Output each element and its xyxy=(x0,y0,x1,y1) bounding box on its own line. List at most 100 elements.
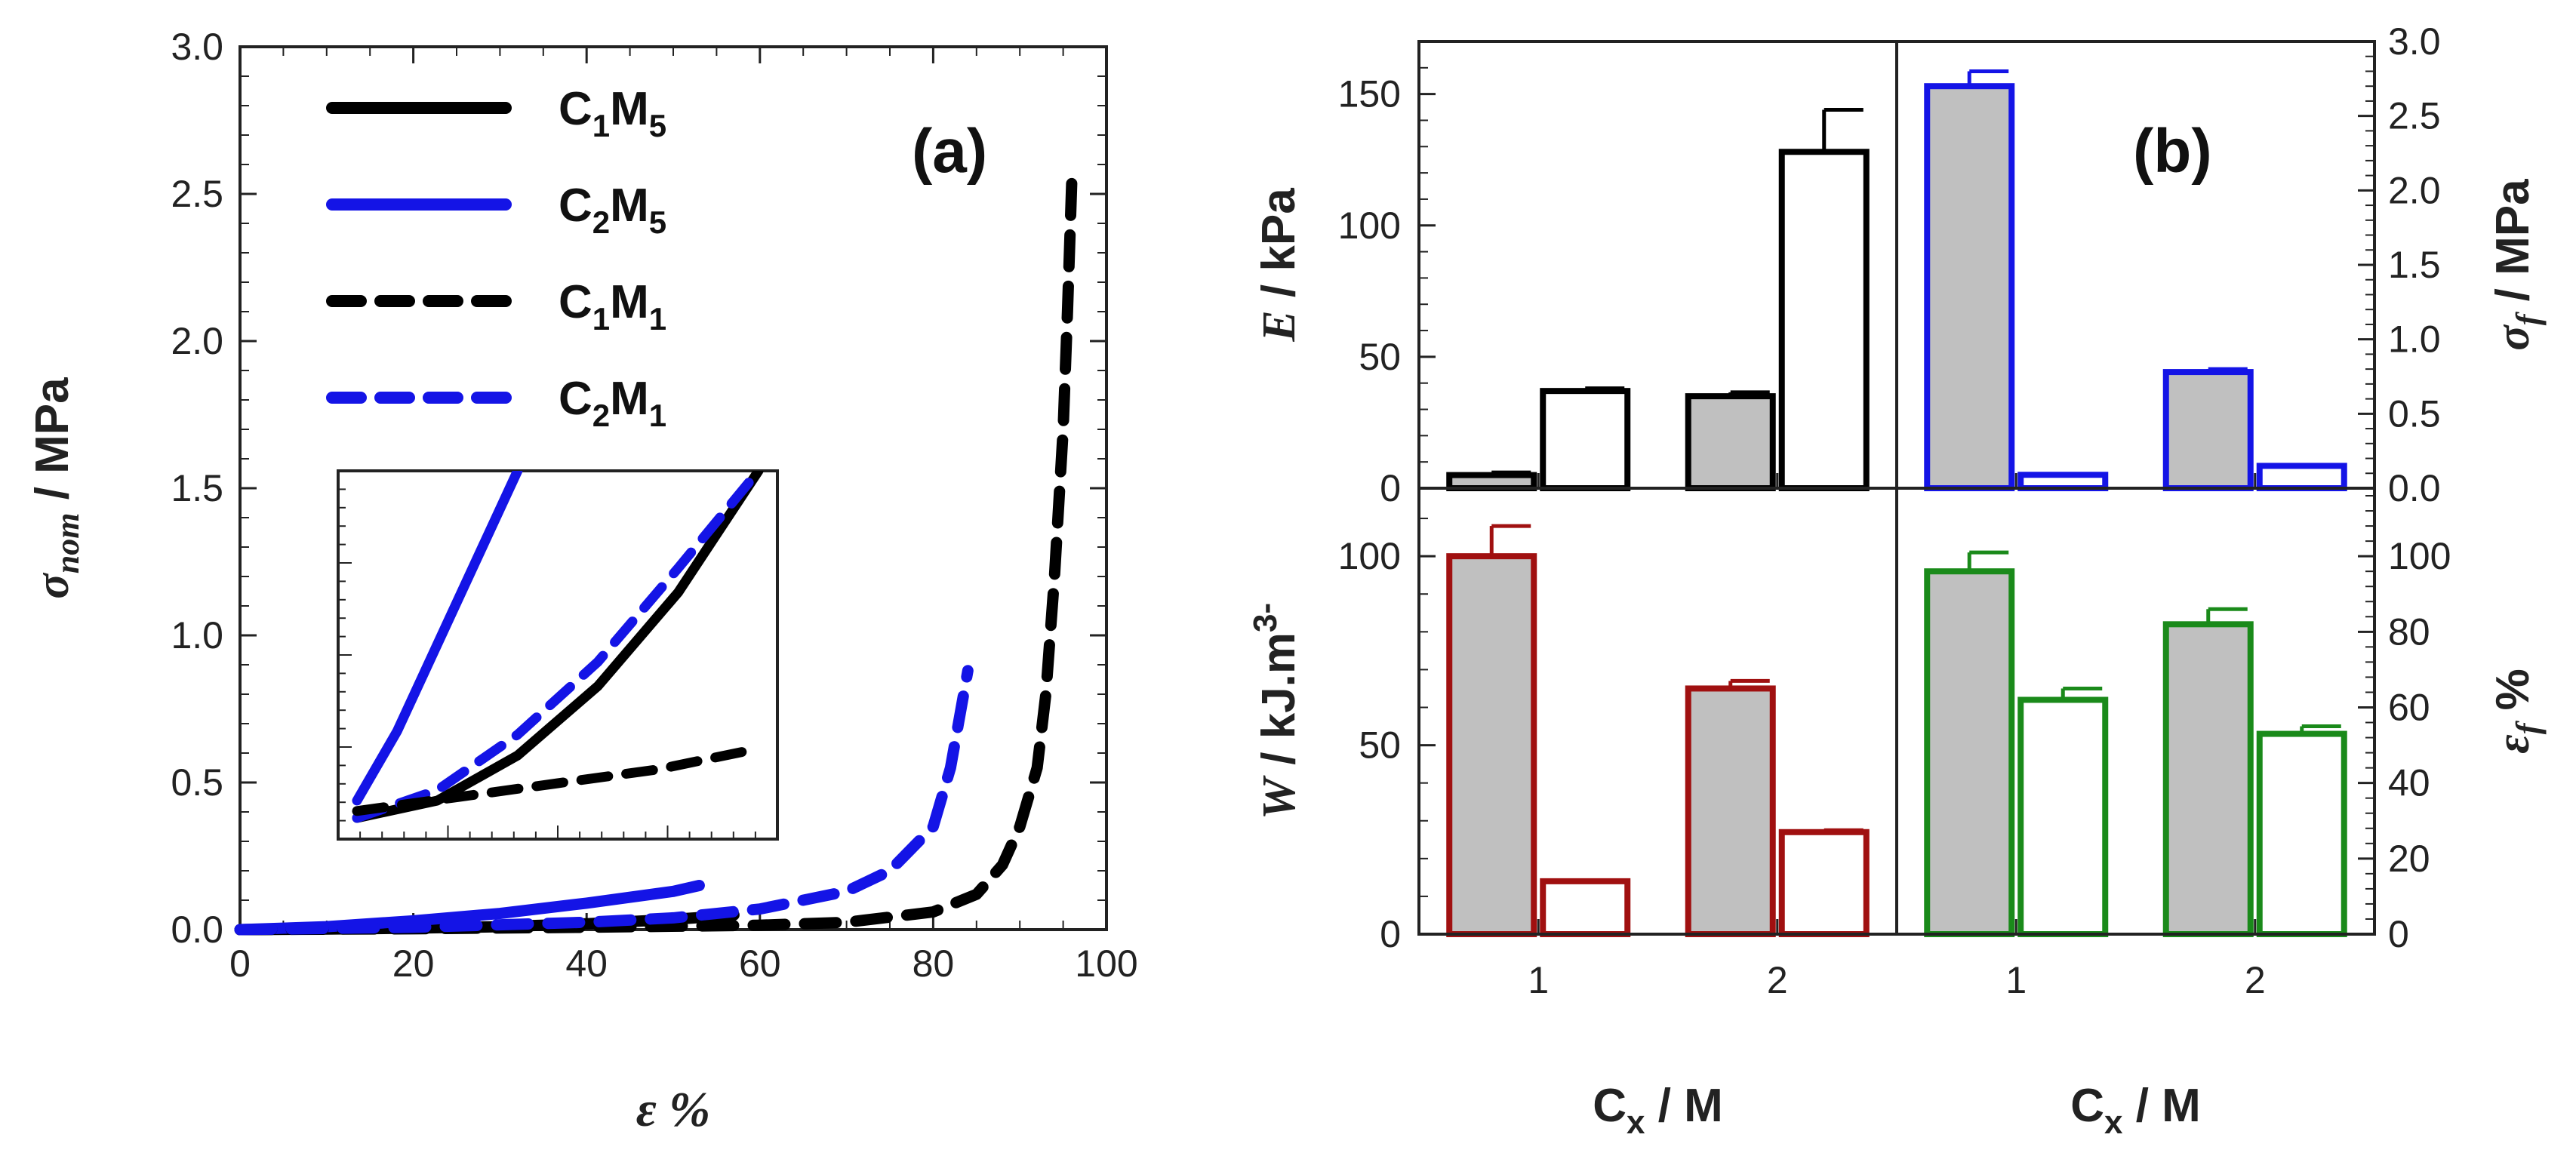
y-tick-label: 0.5 xyxy=(171,761,223,804)
y-tick-label: 2.0 xyxy=(171,320,223,362)
bar-open-2 xyxy=(2256,463,2347,492)
y-axis-label-sub: f xyxy=(2510,720,2547,734)
x-tick-label: 1 xyxy=(2005,959,2027,1001)
x-axis-label-text: ε % xyxy=(636,1082,711,1137)
y-tick-label: 2.5 xyxy=(171,173,223,215)
y-axis-label-unit: / kJ.m xyxy=(1253,632,1305,778)
legend-label-part: C xyxy=(559,276,592,328)
y-tick-label: 0.0 xyxy=(2388,467,2441,509)
x-tick-label: 2 xyxy=(1767,959,1788,1001)
y-axis-label-symbol: σ xyxy=(27,573,78,599)
panel-b1: 0 50 100 150 E / kPa xyxy=(1253,40,1898,509)
x-axis-label-unit: / M xyxy=(2122,1080,2200,1132)
bar-open-1 xyxy=(2017,696,2109,937)
legend-label-sub: 1 xyxy=(592,301,610,337)
x-axis-label-sub: x xyxy=(1627,1104,1645,1141)
y-tick-label: 0.0 xyxy=(171,909,223,951)
legend-label-part: C xyxy=(559,373,592,425)
bar-open-2 xyxy=(1778,149,1870,491)
x-axis-label: Cx / M xyxy=(2070,1080,2201,1141)
legend-label-sub: 1 xyxy=(649,301,666,337)
y-tick-label: 1.5 xyxy=(171,467,223,509)
y-axis-label-symbol: E xyxy=(1254,310,1305,342)
bar-filled-2 xyxy=(1685,393,1776,492)
y-tick-label: 100 xyxy=(1338,535,1401,577)
bar-filled-2 xyxy=(2162,369,2254,491)
y-tick-label: 100 xyxy=(1338,204,1401,247)
y-tick-label: 0 xyxy=(2388,913,2409,955)
series-line-C2M1 xyxy=(234,665,974,936)
x-tick-label: 20 xyxy=(392,942,435,985)
y-tick-label: 0 xyxy=(1380,467,1401,509)
y-tick-label: 3.0 xyxy=(171,26,223,68)
y-tick-label: 20 xyxy=(2388,838,2430,880)
y-tick-label: 0 xyxy=(1380,913,1401,955)
y-tick-label: 100 xyxy=(2388,535,2451,577)
panel-b4-frame xyxy=(1895,487,2376,936)
legend-label-C1M1: C1M1 xyxy=(559,276,666,337)
legend-label-C1M5: C1M5 xyxy=(559,83,666,143)
x-tick-label: 40 xyxy=(565,942,608,985)
y-tick-label: 40 xyxy=(2388,762,2430,804)
inset-line-C1M1 xyxy=(352,743,764,816)
y-tick-label: 50 xyxy=(1359,724,1401,767)
legend-label-sub: 1 xyxy=(649,398,666,433)
x-axis-label-unit: / M xyxy=(1645,1080,1722,1132)
y-axis-label-symbol: ε xyxy=(2488,734,2539,753)
y-tick-label: 2.5 xyxy=(2388,95,2441,137)
x-tick-label: 1 xyxy=(1528,959,1549,1001)
y-tick-label: 2.0 xyxy=(2388,169,2441,211)
y-axis-label-symbol: σ xyxy=(2488,324,2539,351)
y-tick-label: 80 xyxy=(2388,610,2430,653)
legend-label-C2M1: C2M1 xyxy=(559,373,666,433)
y-tick-label: 1.5 xyxy=(2388,244,2441,286)
y-axis-label: σnom / MPa xyxy=(26,377,86,599)
y-axis-label-unit: / kPa xyxy=(1253,188,1305,311)
x-axis-label-symbol: C xyxy=(2070,1080,2104,1132)
bar-open-2 xyxy=(1778,829,1870,938)
bar-open-1 xyxy=(1540,878,1631,937)
x-axis-label-sub: x xyxy=(2104,1104,2123,1141)
y-axis-label-sub: f xyxy=(2510,311,2547,325)
legend-label-part: C xyxy=(559,180,592,232)
y-axis-label-sub: nom xyxy=(49,513,86,574)
panel-b3: 0 50 100 1 2 W / kJ.m3- Cx / M xyxy=(1247,487,1898,1141)
legend-label-part: M xyxy=(610,83,649,135)
legend-label-sub: 5 xyxy=(649,108,666,143)
legend-label-sub: 2 xyxy=(592,204,610,240)
y-tick-label: 1.0 xyxy=(171,614,223,656)
y-axis-label: W / kJ.m3- xyxy=(1247,603,1305,819)
x-tick-label: 60 xyxy=(739,942,781,985)
x-axis-label: ε % xyxy=(636,1082,711,1137)
y-tick-label: 1.0 xyxy=(2388,318,2441,361)
bar-filled-1 xyxy=(1446,472,1537,492)
bar-filled-2 xyxy=(1685,685,1776,937)
inset-line-C2M5 xyxy=(352,471,523,806)
x-axis-label-symbol: C xyxy=(1593,1080,1627,1132)
bar-filled-1 xyxy=(1446,553,1537,937)
y-axis-label: σf / MPa xyxy=(2487,179,2547,351)
bar-filled-1 xyxy=(1924,568,2015,938)
panel-b4: 0 20 40 60 80 100 1 2 εf % Cx / M xyxy=(1895,487,2547,1141)
bar-filled-1 xyxy=(1924,83,2015,491)
legend-label-part: C xyxy=(559,83,592,135)
panel-b2: 0.0 0.5 1.0 1.5 2.0 2.5 3.0 σf / MPa xyxy=(1895,20,2547,509)
y-axis-label-unit: / MPa xyxy=(26,377,78,513)
x-tick-label: 100 xyxy=(1075,942,1137,985)
legend-label-sub: 2 xyxy=(592,398,610,433)
y-tick-label: 0.5 xyxy=(2388,392,2441,435)
x-axis-label: Cx / M xyxy=(1593,1080,1723,1141)
bar-open-1 xyxy=(2017,472,2109,491)
panel-label-b: (b) xyxy=(2133,117,2212,186)
y-tick-label: 50 xyxy=(1359,336,1401,378)
x-tick-label: 80 xyxy=(913,942,955,985)
panel-a: 0 20 40 60 80 100 0.0 0.5 1.0 1.5 2.0 2.5 3.0 ε % σnom… xyxy=(26,26,1138,1137)
y-axis-label: E / kPa xyxy=(1253,188,1305,343)
y-axis-label-symbol: W xyxy=(1254,775,1305,819)
inset xyxy=(337,469,779,841)
legend-label-C2M5: C2M5 xyxy=(559,180,666,240)
legend-label-sub: 1 xyxy=(592,108,610,143)
bar-filled-2 xyxy=(2162,621,2254,938)
y-tick-label: 60 xyxy=(2388,686,2430,728)
